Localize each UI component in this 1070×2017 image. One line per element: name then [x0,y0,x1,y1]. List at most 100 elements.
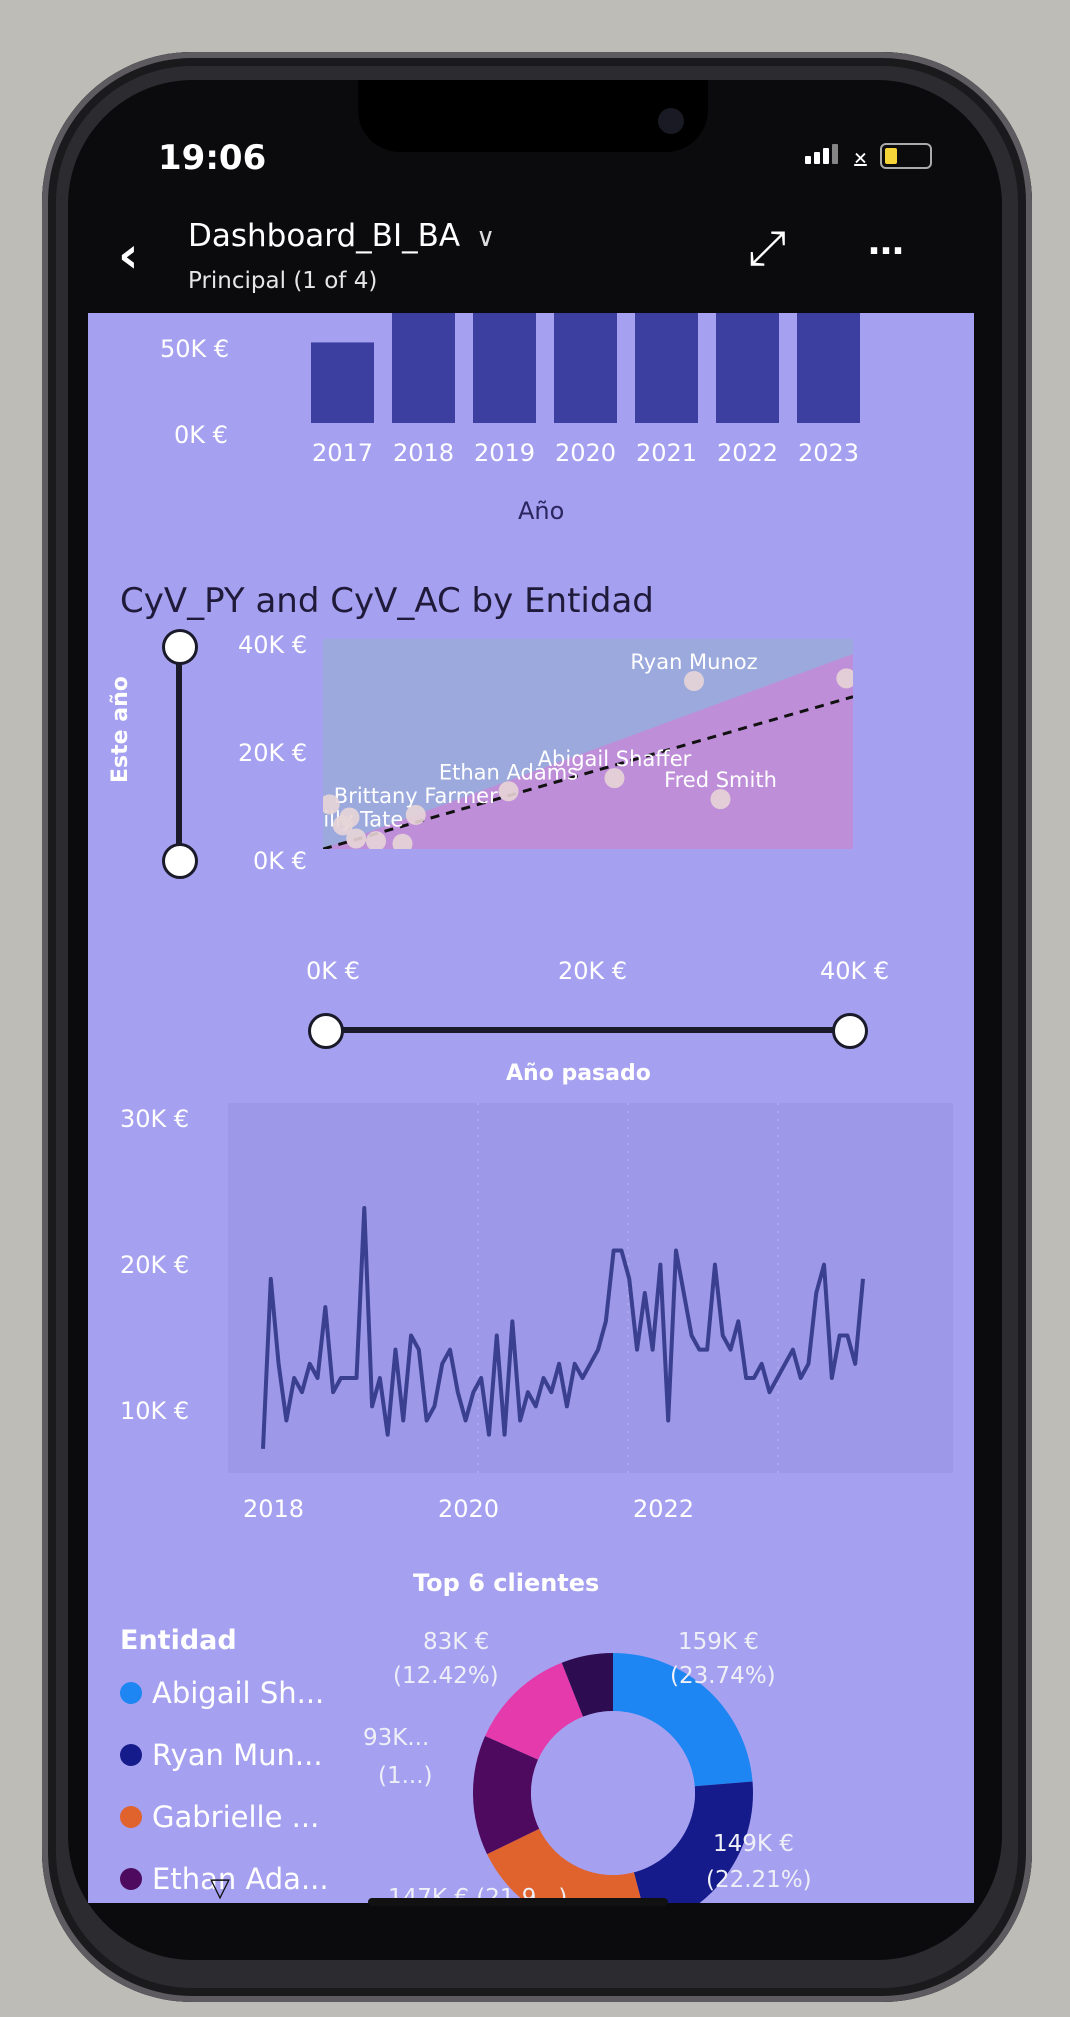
legend-title: Entidad [120,1625,237,1656]
scatter-point [346,828,367,849]
slider-handle[interactable] [162,629,198,665]
legend-item[interactable]: Gabrielle ... [120,1797,319,1837]
donut-title: Top 6 clientes [413,1569,600,1597]
scatter-title: CyV_PY and CyV_AC by Entidad [120,581,654,621]
back-icon[interactable]: ‹ [118,226,139,284]
bar [635,313,698,423]
scatter-ytick: 20K € [238,739,308,767]
wifi-icon: ⨱ [852,140,868,171]
plot-area [228,1103,953,1473]
scatter-point [836,668,853,689]
scatter-point [339,807,360,828]
line-xtick: 2020 [438,1495,500,1523]
bar-xtick: 2019 [474,439,535,467]
donut-slice [613,1653,753,1787]
line-xtick: 2022 [633,1495,695,1523]
scatter-point [392,833,413,849]
battery-icon [880,143,932,169]
bar [797,313,860,423]
bar-xlabel: Año [518,497,565,525]
y-range-slider[interactable] [176,648,182,868]
scatter-point [405,804,426,825]
bar [311,342,374,423]
legend-swatch [120,1868,142,1890]
bar-xtick: 2018 [393,439,454,467]
legend-item[interactable]: Abigail Sh... [120,1673,324,1713]
legend-swatch [120,1682,142,1704]
scatter-point [604,768,625,789]
bar-xtick: 2022 [717,439,778,467]
front-camera [658,108,684,134]
scatter-xlabel: Año pasado [506,1061,651,1086]
phone-screen: 19:06 ⨱ ‹ Dashboard_BI_BA ∨ Principal (1 … [68,80,1002,1960]
scroll-down-icon[interactable]: ▽ [210,1873,230,1903]
scatter-point [710,789,731,810]
donut-label: 93K... [363,1725,430,1751]
donut-slice [485,1662,583,1760]
point-label: Fred Smith [664,768,777,792]
report-title[interactable]: Dashboard_BI_BA ∨ [188,218,496,254]
point-label: Abigail Shaffer [538,747,692,771]
point-label: Ryan Munoz [630,650,757,674]
notch [358,80,708,152]
scatter-point [366,831,386,849]
point-label: Ethan Adams [439,760,578,784]
home-indicator[interactable] [368,1898,668,1906]
donut-label: (1...) [378,1763,433,1789]
donut-hole [531,1711,695,1875]
donut-label: 149K € [713,1831,794,1857]
scatter-point [684,671,704,691]
donut-label: (22.21%) [706,1867,812,1893]
bar-ytick: 50K € [160,335,230,363]
scatter-point [498,781,519,802]
x-range-slider[interactable] [325,1027,849,1033]
scatter-ytick: 0K € [253,847,307,875]
trend-line [323,695,853,849]
scatter-ylabel: Este año [108,676,133,783]
legend-item[interactable]: Ryan Mun... [120,1735,323,1775]
legend-label: Ryan Mun... [152,1738,323,1772]
legend-swatch [120,1806,142,1828]
donut-chart[interactable] [463,1643,763,1903]
line-xtick: 2018 [243,1495,305,1523]
bar [716,313,779,423]
slider-handle[interactable] [162,843,198,879]
point-label: Brittany Farmer [334,784,498,808]
scatter-xtick: 20K € [558,957,628,985]
line-chart[interactable] [228,1103,953,1473]
donut-slice [561,1653,613,1717]
series-line [261,1206,865,1449]
bar-xtick: 2021 [636,439,697,467]
bar [473,313,536,423]
legend-label: Gabrielle ... [152,1800,320,1834]
donut-label: 159K € [678,1629,759,1655]
legend-label: Abigail Sh... [152,1676,325,1710]
bar-chart[interactable]: 2017 2018 2019 2020 2021 2022 2023 [303,313,903,503]
bar [392,313,455,423]
donut-label: (23.74%) [670,1663,776,1689]
slider-handle[interactable] [308,1013,344,1049]
report-canvas[interactable]: 50K € 0K € 2017 2018 2019 2020 2021 2022 2023 … [88,313,974,1903]
bar-xtick: 2020 [555,439,616,467]
line-ytick: 20K € [120,1251,190,1279]
scatter-xtick: 0K € [306,957,360,985]
app-header: ‹ Dashboard_BI_BA ∨ Principal (1 of 4) ⤢ … [68,198,1002,318]
legend-label: Ethan Ada... [152,1862,329,1896]
bar-xtick: 2023 [798,439,859,467]
status-time: 19:06 [158,138,267,178]
donut-slice [487,1828,642,1903]
bar-xtick: 2017 [312,439,373,467]
donut-slice [473,1736,540,1855]
scatter-ytick: 40K € [238,631,308,659]
chevron-down-icon[interactable]: ∨ [476,223,496,253]
donut-label: 83K € [423,1629,490,1655]
more-options-icon[interactable]: … [868,222,905,263]
slider-handle[interactable] [832,1013,868,1049]
scatter-point [323,794,340,815]
legend-item[interactable]: Ethan Ada... [120,1859,329,1899]
donut-label: (12.42%) [393,1663,499,1689]
expand-icon[interactable]: ⤢ [748,220,787,276]
donut-slice [633,1781,753,1903]
bar [554,313,617,423]
